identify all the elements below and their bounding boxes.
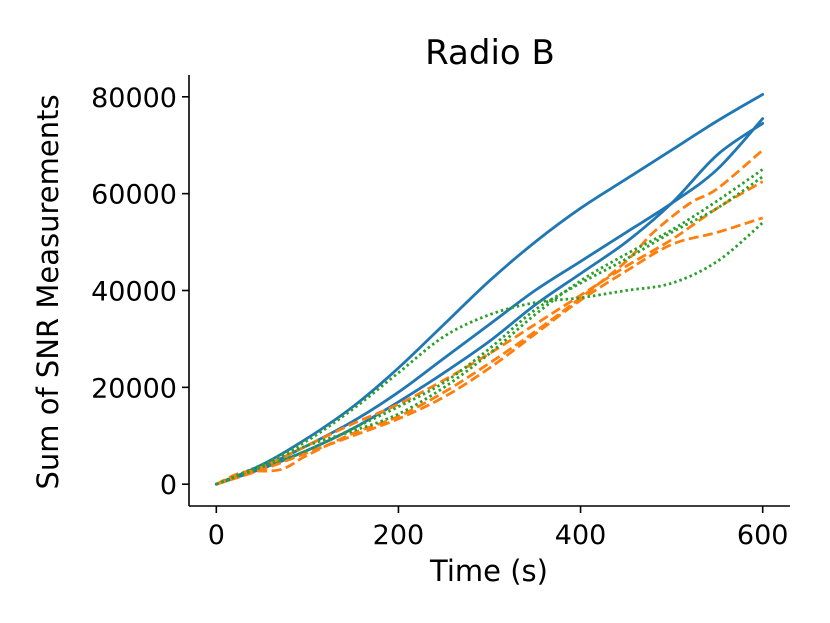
y-tick-label: 20000 — [91, 373, 177, 404]
x-tick-label: 400 — [555, 520, 607, 551]
x-tick-label: 200 — [373, 520, 425, 551]
y-axis-title: Sum of SNR Measurements — [31, 94, 65, 489]
series-line-2 — [214, 117, 765, 486]
x-axis-title: Time (s) — [429, 554, 548, 588]
plot-lines — [214, 93, 765, 486]
y-tick-label: 40000 — [91, 277, 177, 308]
axes — [188, 75, 790, 507]
y-tick-label: 0 — [160, 470, 177, 501]
series-line-3 — [214, 122, 765, 486]
series-line-7 — [215, 221, 764, 486]
x-tick-label: 0 — [208, 520, 225, 551]
x-tick-label: 600 — [737, 520, 789, 551]
ticks: 0 200 400 600 0 20000 40000 60000 80000 — [91, 83, 788, 551]
y-tick-label: 60000 — [91, 180, 177, 211]
series-line-4 — [215, 149, 764, 486]
series-line-9 — [215, 175, 764, 486]
series-line-8 — [215, 168, 764, 486]
series-line-1 — [214, 93, 765, 486]
y-tick-label: 80000 — [91, 83, 177, 114]
chart-title: Radio B — [425, 33, 555, 73]
series-line-6 — [215, 216, 764, 486]
